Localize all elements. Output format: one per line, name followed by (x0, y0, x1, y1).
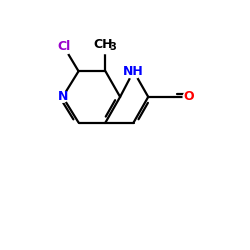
Circle shape (126, 64, 141, 78)
Text: Cl: Cl (57, 40, 70, 53)
Text: O: O (183, 90, 194, 104)
Circle shape (96, 35, 115, 54)
Text: CH: CH (94, 38, 113, 51)
Circle shape (183, 92, 194, 102)
Text: NH: NH (123, 65, 144, 78)
Text: 3: 3 (110, 42, 116, 52)
Text: N: N (58, 90, 68, 104)
Circle shape (57, 92, 68, 102)
Circle shape (56, 39, 72, 54)
